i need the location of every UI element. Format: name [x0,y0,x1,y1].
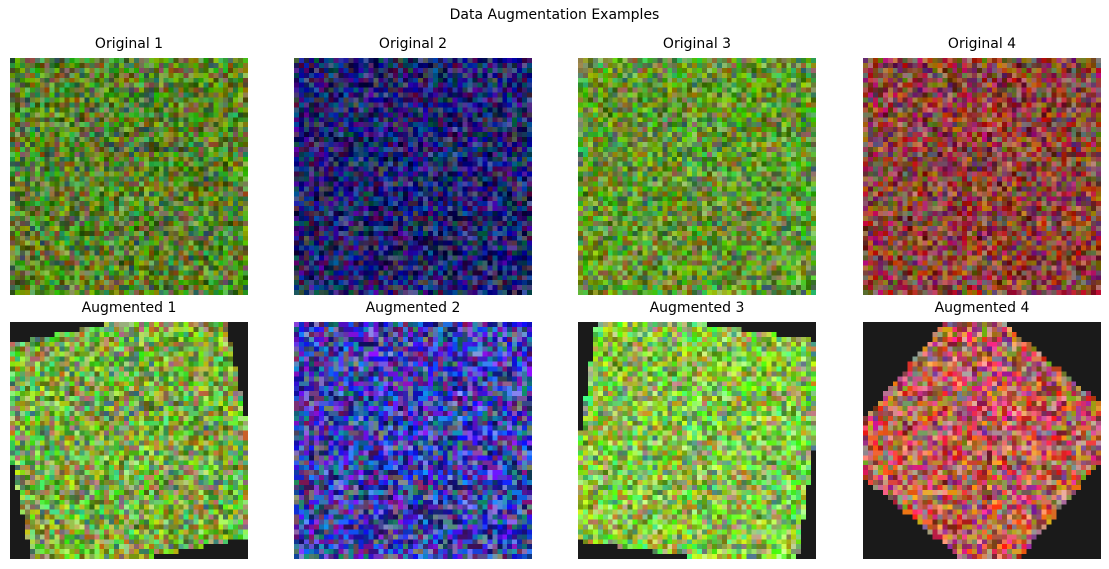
panel-augmented-2: Augmented 2 [294,298,532,559]
image-augmented-4 [863,322,1101,559]
image-augmented-1 [10,322,248,559]
panel-augmented-1: Augmented 1 [10,298,248,559]
panel-title: Augmented 1 [81,300,177,316]
image-original-1 [10,58,248,295]
image-original-2 [294,58,532,295]
panel-title: Original 1 [94,36,164,52]
panel-title: Original 2 [378,36,448,52]
panel-original-1: Original 1 [10,34,248,295]
panel-augmented-3: Augmented 3 [578,298,816,559]
panel-augmented-4: Augmented 4 [863,298,1101,559]
panel-title: Augmented 4 [934,300,1030,316]
panel-title: Augmented 3 [649,300,745,316]
panel-original-3: Original 3 [578,34,816,295]
panel-title: Original 4 [947,36,1017,52]
panel-title: Augmented 2 [365,300,461,316]
image-original-4 [863,58,1101,295]
panel-original-4: Original 4 [863,34,1101,295]
image-augmented-2 [294,322,532,559]
image-original-3 [578,58,816,295]
panel-original-2: Original 2 [294,34,532,295]
image-augmented-3 [578,322,816,559]
figure-title: Data Augmentation Examples [449,7,660,23]
panel-title: Original 3 [662,36,732,52]
